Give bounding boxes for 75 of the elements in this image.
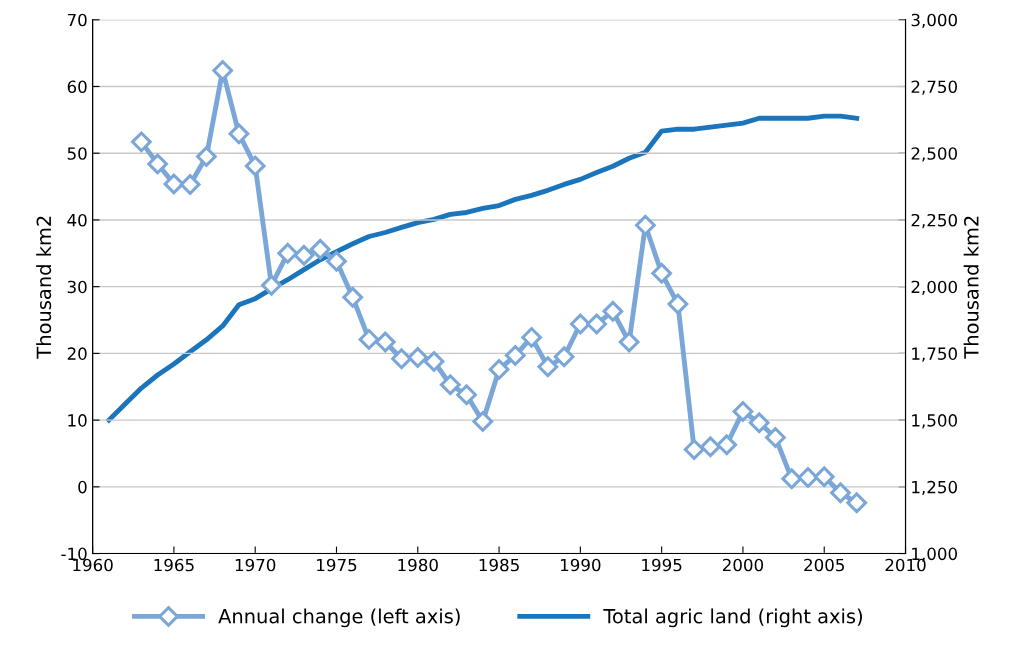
point — [342, 286, 364, 308]
legend-label: Annual change (left axis) — [218, 608, 460, 628]
point — [423, 351, 445, 372]
point — [781, 468, 803, 490]
y-tick-label: 30 — [67, 280, 87, 294]
point — [635, 214, 656, 236]
y2-tick-label: 1,250 — [912, 480, 957, 496]
x-tick-label: 1965 — [154, 558, 194, 572]
y2-tick-label: 1,750 — [912, 347, 957, 362]
point — [537, 356, 559, 378]
point — [748, 412, 770, 434]
point — [439, 374, 461, 396]
point — [163, 173, 185, 195]
y-tick-label: 60 — [67, 80, 87, 94]
point — [228, 123, 250, 145]
y2-tick-label: 2,500 — [911, 147, 957, 162]
point — [667, 293, 689, 315]
y-tick-label: 10 — [68, 414, 87, 427]
point — [407, 347, 429, 368]
point — [212, 60, 234, 81]
point — [261, 274, 282, 296]
y2-tick-label: 2,750 — [911, 80, 957, 95]
point — [797, 467, 819, 488]
legend-label: Total agric land (right axis) — [603, 608, 862, 628]
point — [586, 313, 607, 335]
x-tick-label: 1985 — [479, 558, 519, 572]
point — [179, 174, 201, 195]
point — [358, 329, 380, 350]
point — [651, 262, 673, 284]
point — [618, 331, 640, 353]
point — [765, 427, 786, 448]
point — [147, 153, 169, 175]
point — [488, 359, 510, 380]
point — [391, 348, 412, 370]
point — [732, 401, 754, 422]
x-tick-label: 1970 — [235, 558, 276, 572]
point — [504, 345, 526, 366]
point — [131, 131, 152, 153]
point — [683, 439, 705, 460]
y2-tick-label: 2,000 — [911, 280, 957, 295]
point — [700, 436, 721, 458]
y-tick-label: 50 — [67, 147, 87, 160]
y-tick-label: 0 — [78, 480, 87, 494]
y-axis-title: Thousand km2 — [36, 216, 52, 359]
point — [326, 250, 347, 272]
y2-tick-label: 3,000 — [911, 13, 957, 29]
point — [553, 346, 575, 368]
y2-tick-label: 2,250 — [911, 213, 957, 229]
point — [472, 411, 494, 432]
point — [456, 384, 477, 406]
y2-axis-title: Thousand km2 — [963, 216, 979, 359]
point — [196, 146, 217, 167]
point — [830, 482, 851, 504]
x-tick-label: 1980 — [398, 558, 438, 572]
x-tick-label: 2000 — [722, 558, 764, 572]
point — [716, 434, 738, 456]
point — [374, 331, 396, 353]
point — [569, 313, 591, 335]
x-tick-label: 1990 — [560, 558, 601, 572]
point — [293, 244, 315, 266]
point — [846, 492, 868, 514]
point — [277, 242, 299, 264]
y-tick-label: 70 — [67, 13, 87, 27]
y2-tick-label: 1,500 — [912, 414, 957, 429]
x-tick-label: 1975 — [317, 558, 357, 572]
y-tick-label: 40 — [67, 213, 87, 227]
point — [309, 238, 331, 260]
point — [521, 327, 542, 348]
point — [602, 300, 624, 322]
x-tick-label: 1995 — [642, 558, 682, 572]
line-series — [106, 113, 860, 423]
point — [244, 155, 266, 177]
y-tick-label: 20 — [67, 347, 87, 360]
x-tick-label: 2005 — [804, 558, 844, 572]
point — [813, 466, 835, 488]
